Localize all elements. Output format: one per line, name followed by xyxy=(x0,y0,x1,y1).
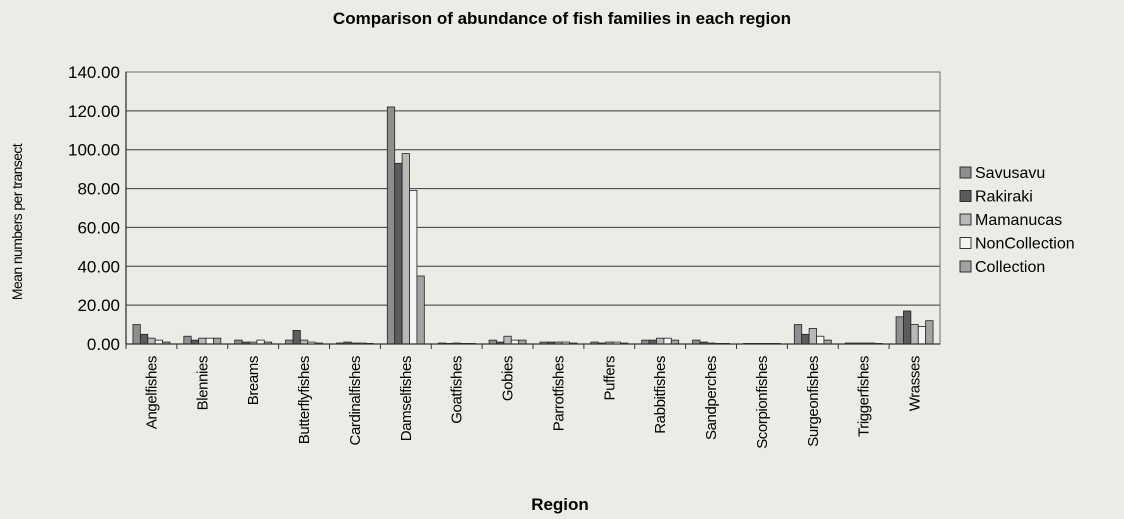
legend-swatch-rakiraki xyxy=(959,190,972,202)
y-tick-label: 80.00 xyxy=(77,180,120,199)
x-category-label: Rabbitfishes xyxy=(652,356,669,434)
bar-noncollection-damselfishes xyxy=(409,190,418,345)
x-category-label: Blennies xyxy=(194,356,211,410)
bar-noncollection-surgeonfishes xyxy=(816,335,825,345)
bar-rakiraki-damselfishes xyxy=(394,162,403,345)
bar-collection-blennies xyxy=(213,337,222,345)
x-category-label: Triggerfishes xyxy=(856,356,873,437)
bar-savusavu-wrasses xyxy=(895,316,904,345)
bar-savusavu-blennies xyxy=(183,335,192,345)
bar-rakiraki-wrasses xyxy=(903,310,912,345)
y-tick-labels: 0.00 20.00 40.00 60.00 80.00 100.00 120.00 140.… xyxy=(68,63,120,354)
bar-savusavu-angelfishes xyxy=(132,324,141,345)
x-category-label: Breams xyxy=(245,356,262,405)
legend: Savusavu Rakiraki Mamanucas NonCollection Co… xyxy=(959,165,1075,276)
y-tick-label: 40.00 xyxy=(77,257,120,276)
x-category-label: Scorpionfishes xyxy=(754,356,771,449)
y-tick-label: 20.00 xyxy=(77,296,120,315)
y-tick-label: 60.00 xyxy=(77,218,120,237)
bar-savusavu-damselfishes xyxy=(386,106,396,345)
bar-rakiraki-surgeonfishes xyxy=(801,333,810,345)
x-category-label: Cardinalfishes xyxy=(347,356,364,445)
bar-collection-wrasses xyxy=(925,320,934,345)
legend-label-savusavu: Savusavu xyxy=(975,165,1045,182)
x-category-label: Goatfishes xyxy=(449,356,466,424)
y-tick-label: 100.00 xyxy=(68,141,120,160)
x-category-label: Wrasses xyxy=(907,356,924,411)
legend-label-collection: Collection xyxy=(975,259,1045,276)
x-category-label: Puffers xyxy=(601,356,618,400)
bar-noncollection-rabbitfishes xyxy=(663,337,672,345)
y-tick-label: 120.00 xyxy=(68,102,120,121)
bar-rakiraki-angelfishes xyxy=(139,333,149,345)
legend-swatch-noncollection xyxy=(959,237,972,249)
bar-mamanucas-blennies xyxy=(198,337,207,345)
x-category-label: Damselfishes xyxy=(398,356,415,441)
bars xyxy=(125,106,934,349)
x-category-label: Butterflyfishes xyxy=(296,356,313,444)
legend-label-rakiraki: Rakiraki xyxy=(975,189,1033,206)
bar-rakiraki-butterflyfishes xyxy=(292,329,301,345)
bar-mamanucas-rabbitfishes xyxy=(656,337,665,345)
legend-swatch-collection xyxy=(959,260,972,273)
bar-savusavu-surgeonfishes xyxy=(793,324,803,345)
gridlines xyxy=(126,71,940,306)
legend-swatch-savusavu xyxy=(959,166,972,179)
chart-title: Comparison of abundance of fish families… xyxy=(333,9,791,28)
y-tick-label: 0.00 xyxy=(87,335,120,354)
bar-mamanucas-wrasses xyxy=(910,324,919,345)
bar-mamanucas-gobies xyxy=(503,335,512,345)
x-category-label: Parrotfishes xyxy=(550,356,567,431)
legend-swatch-mamanucas xyxy=(959,213,972,226)
x-category-label: Gobies xyxy=(500,356,517,401)
x-category-labels: Angelfishes Blennies Breams Butterflyfishes… xyxy=(143,356,923,449)
x-category-label: Sandperches xyxy=(703,356,720,440)
y-axis-title: Mean numbers per transect xyxy=(9,143,25,300)
legend-label-mamanucas: Mamanucas xyxy=(975,212,1062,229)
legend-label-noncollection: NonCollection xyxy=(975,236,1075,253)
x-category-label: Angelfishes xyxy=(143,356,160,429)
bar-noncollection-blennies xyxy=(205,337,214,345)
x-axis-title: Region xyxy=(531,495,589,514)
bar-mamanucas-angelfishes xyxy=(147,337,156,345)
plot-area xyxy=(125,71,941,345)
y-tick-label: 140.00 xyxy=(68,63,120,82)
bar-mamanucas-damselfishes xyxy=(401,153,410,345)
bar-noncollection-wrasses xyxy=(917,326,927,345)
bar-collection-damselfishes xyxy=(416,275,425,345)
bar-mamanucas-surgeonfishes xyxy=(808,328,817,345)
x-category-label: Surgeonfishes xyxy=(805,356,822,447)
